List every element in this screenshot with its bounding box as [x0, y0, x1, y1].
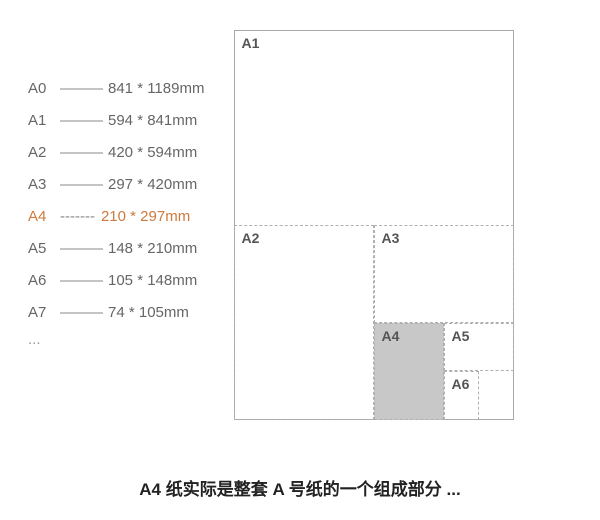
- size-row-a7: A7 74 * 105mm: [28, 304, 204, 321]
- size-row-a2: A2 420 * 594mm: [28, 144, 204, 161]
- row-separator: [60, 272, 102, 289]
- row-separator: [60, 144, 102, 161]
- size-dimensions: 74 * 105mm: [108, 304, 189, 321]
- panel-a6: A6: [444, 371, 479, 420]
- size-dimensions: 210 * 297mm: [101, 208, 190, 225]
- size-name: A4: [28, 208, 56, 225]
- panel-label: A5: [451, 328, 469, 344]
- row-separator: [60, 176, 102, 193]
- paper-size-diagram: A1 A2 A3 A4 A5 A6: [234, 30, 514, 420]
- size-name: A3: [28, 176, 56, 193]
- panel-label: A3: [381, 230, 399, 246]
- panel-a4: A4: [374, 323, 444, 420]
- panel-a5: A5: [444, 323, 514, 371]
- size-name: A5: [28, 240, 56, 257]
- size-dimensions: 420 * 594mm: [108, 144, 197, 161]
- row-separator: [60, 240, 102, 257]
- size-name: A0: [28, 80, 56, 97]
- size-row-a1: A1 594 * 841mm: [28, 112, 204, 129]
- size-name: A1: [28, 112, 56, 129]
- size-name: A7: [28, 304, 56, 321]
- list-ellipsis: ...: [28, 331, 204, 348]
- size-dimensions: 841 * 1189mm: [108, 80, 204, 97]
- size-dimensions: 594 * 841mm: [108, 112, 197, 129]
- size-row-a6: A6 105 * 148mm: [28, 272, 204, 289]
- size-row-a0: A0 841 * 1189mm: [28, 80, 204, 97]
- row-separator: [60, 304, 102, 321]
- row-separator: [60, 112, 102, 129]
- panel-label: A6: [451, 376, 469, 392]
- size-dimensions: 148 * 210mm: [108, 240, 197, 257]
- size-name: A6: [28, 272, 56, 289]
- paper-size-list: A0 841 * 1189mm A1 594 * 841mm A2 420 * 594mm…: [28, 30, 204, 420]
- panel-label: A1: [241, 35, 259, 51]
- panel-a3: A3: [374, 225, 514, 323]
- row-separator: [60, 80, 102, 97]
- size-dimensions: 297 * 420mm: [108, 176, 197, 193]
- size-row-a4: A4 210 * 297mm: [28, 208, 204, 225]
- size-dimensions: 105 * 148mm: [108, 272, 197, 289]
- size-row-a3: A3 297 * 420mm: [28, 176, 204, 193]
- row-separator: [60, 208, 95, 225]
- panel-label: A2: [241, 230, 259, 246]
- size-row-a5: A5 148 * 210mm: [28, 240, 204, 257]
- caption: A4 纸实际是整套 A 号纸的一个组成部分 ...: [0, 475, 600, 500]
- panel-label: A4: [381, 328, 399, 344]
- size-name: A2: [28, 144, 56, 161]
- panel-a2: A2: [234, 225, 374, 420]
